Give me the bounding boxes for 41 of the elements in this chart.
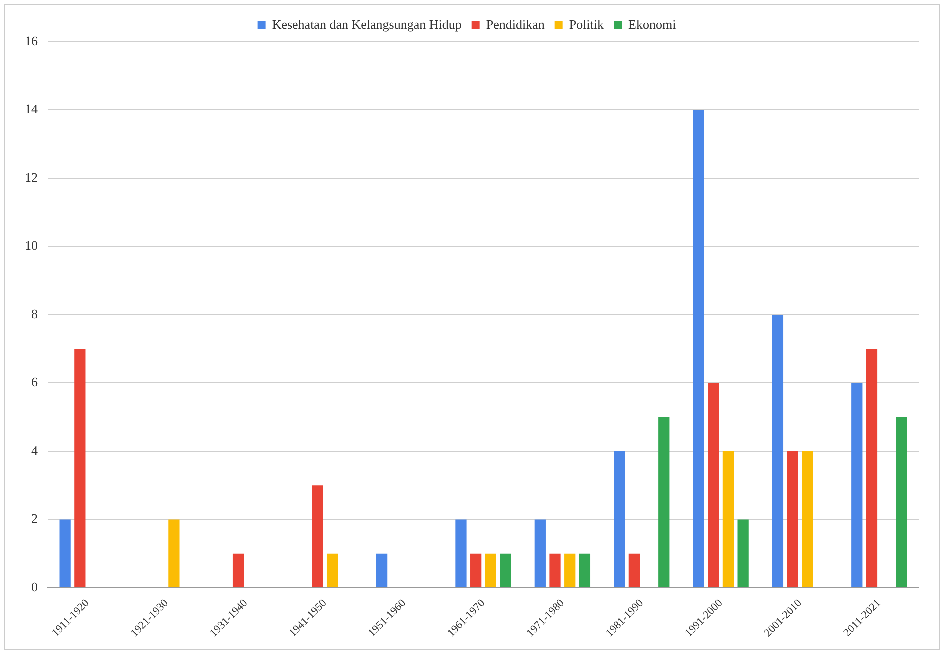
bar bbox=[456, 520, 467, 588]
y-tick-label: 6 bbox=[32, 374, 38, 390]
bar bbox=[74, 349, 86, 588]
bar bbox=[168, 520, 180, 588]
y-tick-label: 12 bbox=[25, 170, 38, 185]
y-tick-label: 4 bbox=[32, 442, 38, 458]
bar bbox=[60, 520, 71, 588]
legend-label: Pendidikan bbox=[486, 16, 546, 32]
bar bbox=[708, 383, 720, 588]
bar bbox=[658, 417, 670, 588]
bar bbox=[579, 554, 591, 588]
bar bbox=[738, 520, 749, 588]
y-tick-label: 14 bbox=[25, 102, 38, 117]
bar bbox=[534, 520, 546, 588]
bar bbox=[896, 417, 908, 588]
bar bbox=[312, 486, 324, 588]
bar bbox=[500, 554, 512, 588]
bar bbox=[693, 110, 704, 588]
y-tick-label: 8 bbox=[32, 306, 38, 322]
bar bbox=[485, 554, 496, 588]
legend-label: Kesehatan dan Kelangsungan Hidup bbox=[272, 16, 462, 32]
bar bbox=[550, 554, 561, 588]
bar bbox=[787, 451, 798, 588]
bar bbox=[628, 554, 640, 588]
bar bbox=[232, 554, 244, 588]
y-tick-label: 0 bbox=[32, 579, 38, 594]
legend-label: Politik bbox=[569, 16, 605, 32]
bar bbox=[802, 451, 814, 588]
y-tick-label: 16 bbox=[25, 33, 38, 48]
bar bbox=[866, 349, 878, 588]
legend-label: Ekonomi bbox=[628, 16, 677, 32]
bar bbox=[564, 554, 576, 588]
bar bbox=[722, 451, 734, 588]
bar bbox=[772, 314, 784, 588]
bar bbox=[376, 554, 388, 588]
y-tick-label: 2 bbox=[32, 511, 38, 526]
bar bbox=[470, 554, 482, 588]
bar bbox=[614, 451, 626, 588]
bar bbox=[852, 383, 863, 588]
y-tick-label: 10 bbox=[25, 238, 38, 254]
bar bbox=[326, 554, 338, 588]
